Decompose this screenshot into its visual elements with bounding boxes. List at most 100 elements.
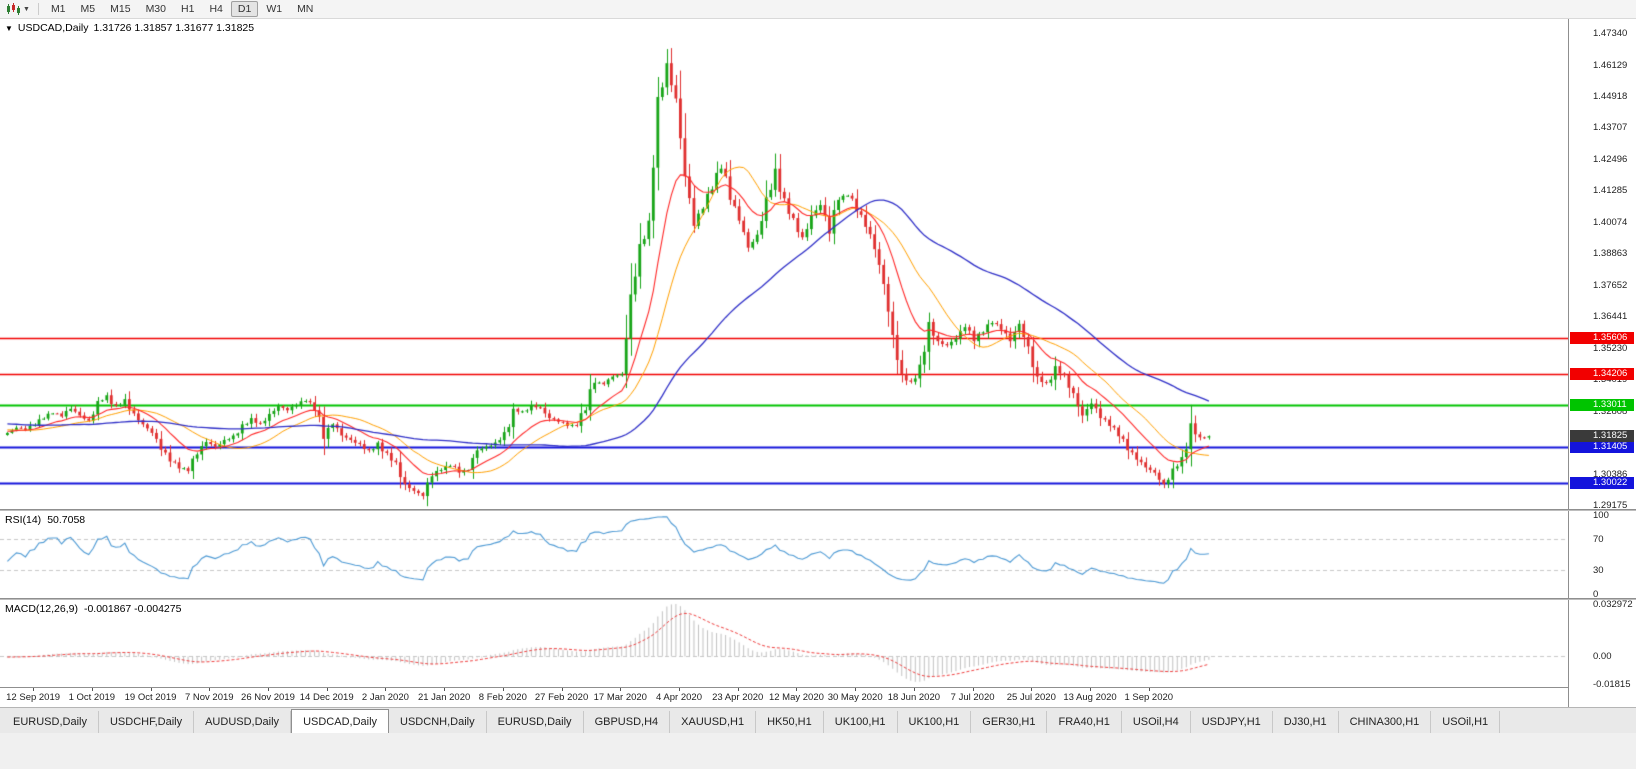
hline-price-badge: 1.30022 — [1570, 477, 1634, 489]
date-axis-label: 2 Jan 2020 — [361, 692, 409, 703]
date-tick — [679, 688, 680, 691]
date-axis-label: 14 Dec 2019 — [299, 692, 354, 703]
rsi-axis-label: 70 — [1593, 533, 1604, 545]
price-axis-label: 1.44918 — [1593, 90, 1628, 102]
chart-tab-audusd-daily[interactable]: AUDUSD,Daily — [194, 711, 292, 733]
price-axis-label: 1.42496 — [1593, 153, 1628, 165]
date-tick — [737, 688, 739, 691]
date-tick — [209, 688, 211, 691]
chart-tab-usdjpy-h1[interactable]: USDJPY,H1 — [1190, 711, 1273, 733]
chart-tab-usoil-h1[interactable]: USOil,H1 — [1431, 711, 1501, 733]
date-tick — [444, 688, 446, 691]
date-axis-label: 19 Oct 2019 — [124, 692, 177, 703]
chart-tab-usdchf-daily[interactable]: USDCHF,Daily — [98, 711, 195, 733]
date-axis-label: 23 Apr 2020 — [712, 692, 764, 703]
chart-tab-usdcad-daily[interactable]: USDCAD,Daily — [291, 709, 390, 733]
timeframe-button-h1[interactable]: H1 — [181, 3, 195, 15]
rsi-axis-label: 100 — [1593, 510, 1609, 521]
current-price-badge: 1.31825 — [1570, 430, 1634, 443]
chart-canvas[interactable] — [0, 19, 1568, 707]
price-axis-label: 1.43707 — [1593, 122, 1628, 134]
date-axis-label: 12 May 2020 — [768, 692, 824, 703]
date-tick — [1090, 688, 1092, 691]
price-axis-label: 1.35230 — [1593, 342, 1628, 354]
chart-tab-dj30-h1[interactable]: DJ30,H1 — [1272, 711, 1339, 733]
chart-tab-usdcnh-daily[interactable]: USDCNH,Daily — [389, 711, 487, 733]
date-tick — [561, 688, 563, 691]
macd-axis-label: 0.032972 — [1593, 599, 1633, 610]
date-tick — [972, 688, 974, 691]
date-axis-label: 12 Sep 2019 — [6, 692, 61, 703]
price-axis-label: 1.47340 — [1593, 28, 1628, 40]
chart-tab-usoil-h4[interactable]: USOil,H4 — [1121, 711, 1191, 733]
date-axis-label: 7 Nov 2019 — [184, 692, 234, 703]
timeframe-button-mn[interactable]: MN — [297, 3, 314, 15]
bottom-strip — [0, 733, 1636, 769]
chart-tab-hk50-h1[interactable]: HK50,H1 — [756, 711, 824, 733]
chart-tab-uk100-h1[interactable]: UK100,H1 — [823, 711, 898, 733]
chart-tab-xauusd-h1[interactable]: XAUUSD,H1 — [670, 711, 757, 733]
price-axis-label: 1.29175 — [1593, 500, 1628, 511]
chart-tab-eurusd-daily[interactable]: EURUSD,Daily — [2, 711, 99, 733]
rsi-axis-label: 30 — [1593, 565, 1604, 577]
timeframe-button-h4[interactable]: H4 — [209, 3, 223, 15]
macd-values: -0.001867 -0.004275 — [83, 603, 182, 615]
price-axis-label: 1.30386 — [1593, 468, 1628, 480]
chart-ohlc-header: ▼ USDCAD,Daily 1.31726 1.31857 1.31677 1… — [5, 22, 254, 34]
chart-ohlc-values: 1.31726 1.31857 1.31677 1.31825 — [93, 22, 255, 34]
date-axis-label: 17 Mar 2020 — [593, 692, 647, 703]
date-axis-label: 30 May 2020 — [827, 692, 883, 703]
chart-dropdown-icon[interactable]: ▼ — [5, 23, 13, 33]
date-tick — [855, 688, 857, 691]
toolbar: ▼ M1 M5 M15 M30 H1 H4 D1 W1 MN — [0, 0, 1636, 19]
timeframe-buttons: M1 M5 M15 M30 H1 H4 D1 W1 MN — [44, 1, 321, 17]
date-tick — [913, 688, 915, 691]
hline-price-badge: 1.33011 — [1570, 399, 1634, 412]
chart-tab-uk100-h1[interactable]: UK100,H1 — [897, 711, 972, 733]
chart-tab-gbpusd-h4[interactable]: GBPUSD,H4 — [583, 711, 671, 733]
date-tick — [326, 688, 328, 691]
chart-tab-fra40-h1[interactable]: FRA40,H1 — [1047, 711, 1122, 733]
date-tick — [33, 688, 35, 691]
date-axis-label: 7 Jul 2020 — [950, 692, 995, 703]
timeframe-button-w1[interactable]: W1 — [266, 3, 283, 15]
price-axis-label: 1.46129 — [1593, 59, 1628, 71]
pane-separator-macd[interactable] — [0, 598, 1636, 600]
timeframe-button-m30[interactable]: M30 — [145, 3, 166, 15]
date-axis-label: 26 Nov 2019 — [241, 692, 295, 703]
timeframe-button-m1[interactable]: M1 — [50, 3, 66, 15]
date-tick — [385, 688, 387, 691]
chart-symbol-label: USDCAD,Daily — [17, 22, 89, 34]
chart-tab-ger30-h1[interactable]: GER30,H1 — [971, 711, 1048, 733]
macd-pane-label: MACD(12,26,9) -0.001867 -0.004275 — [5, 603, 181, 615]
macd-title: MACD(12,26,9) — [5, 603, 78, 615]
date-axis[interactable]: 12 Sep 2019 1 Oct 2019 19 Oct 2019 7 Nov 20… — [0, 687, 1636, 707]
price-axis-label: 1.36441 — [1593, 311, 1628, 323]
price-axis[interactable]: 1.47340 1.46129 1.44918 1.43707 1.42496 1.412… — [1568, 19, 1636, 707]
rsi-pane-label: RSI(14) 50.7058 — [5, 514, 85, 526]
chart-tab-china300-h1[interactable]: CHINA300,H1 — [1338, 711, 1432, 733]
timeframe-button-m5[interactable]: M5 — [80, 3, 96, 15]
price-axis-label: 1.41285 — [1593, 185, 1628, 197]
price-axis-label: 1.38863 — [1593, 248, 1628, 260]
date-axis-label: 1 Sep 2020 — [1124, 692, 1174, 703]
pane-separator-rsi[interactable] — [0, 509, 1636, 511]
tab-bar: EURUSD,Daily USDCHF,Daily AUDUSD,Daily USDC… — [0, 707, 1636, 733]
chart-type-icon[interactable]: ▼ — [3, 2, 33, 16]
toolbar-separator — [37, 3, 39, 15]
macd-axis-label: -0.01815 — [1593, 679, 1631, 690]
rsi-axis-label: 0 — [1593, 589, 1599, 600]
date-tick — [267, 688, 269, 691]
date-axis-label: 18 Jun 2020 — [887, 692, 941, 703]
rsi-value: 50.7058 — [47, 514, 86, 526]
timeframe-button-m15[interactable]: M15 — [110, 3, 131, 15]
date-axis-label: 27 Feb 2020 — [534, 692, 589, 703]
date-tick — [91, 688, 93, 691]
date-tick — [1031, 688, 1033, 691]
timeframe-button-d1[interactable]: D1 — [230, 1, 259, 17]
date-axis-label: 4 Apr 2020 — [656, 692, 702, 703]
chart-tab-eurusd-daily[interactable]: EURUSD,Daily — [486, 711, 584, 733]
date-axis-label: 13 Aug 2020 — [1063, 692, 1117, 703]
date-tick — [150, 688, 152, 691]
